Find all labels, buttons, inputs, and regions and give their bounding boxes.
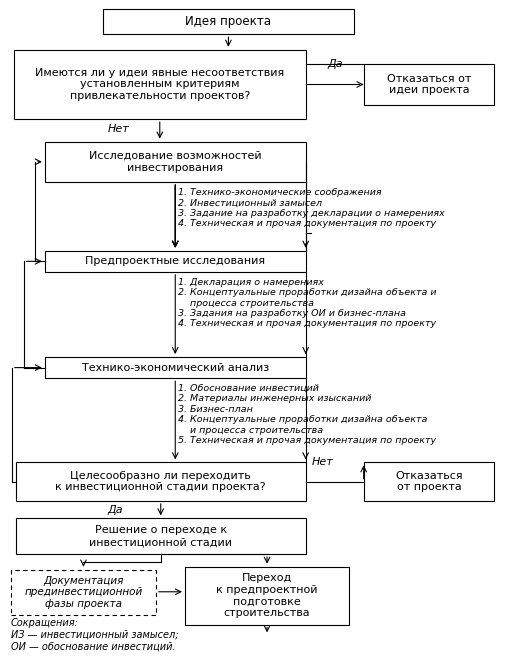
FancyBboxPatch shape <box>45 357 306 379</box>
FancyBboxPatch shape <box>14 50 306 119</box>
Text: Переход
к предпроектной
подготовке
строительства: Переход к предпроектной подготовке строи… <box>216 573 318 618</box>
FancyBboxPatch shape <box>45 251 306 272</box>
Text: Документация
прединвестиционной
фазы проекта: Документация прединвестиционной фазы про… <box>24 576 143 609</box>
FancyBboxPatch shape <box>11 569 156 615</box>
Text: Нет: Нет <box>108 124 129 134</box>
Text: Нет: Нет <box>312 457 333 468</box>
Text: 1. Обоснование инвестиций
2. Материалы инженерных изысканий
3. Бизнес-план
4. Ко: 1. Обоснование инвестиций 2. Материалы и… <box>178 384 436 445</box>
Text: Да: Да <box>327 59 342 70</box>
Text: 1. Декларация о намерениях
2. Концептуальные проработки дизайна объекта и
    пр: 1. Декларация о намерениях 2. Концептуал… <box>178 277 437 329</box>
FancyBboxPatch shape <box>45 142 306 182</box>
Text: Да: Да <box>108 505 123 515</box>
Text: 1. Технико-экономические соображения
2. Инвестиционный замысел
3. Задание на раз: 1. Технико-экономические соображения 2. … <box>178 188 445 228</box>
FancyBboxPatch shape <box>16 462 306 501</box>
Text: Решение о переходе к
инвестиционной стадии: Решение о переходе к инвестиционной стад… <box>89 525 232 547</box>
Text: Идея проекта: Идея проекта <box>185 15 271 28</box>
Text: Имеются ли у идеи явные несоответствия
установленным критериям
привлекательности: Имеются ли у идеи явные несоответствия у… <box>35 68 284 101</box>
Text: Отказаться от
идеи проекта: Отказаться от идеи проекта <box>387 73 471 95</box>
Text: Отказаться
от проекта: Отказаться от проекта <box>395 471 462 493</box>
Text: Исследование возможностей
инвестирования: Исследование возможностей инвестирования <box>89 151 262 173</box>
Text: Целесообразно ли переходить
к инвестиционной стадии проекта?: Целесообразно ли переходить к инвестицио… <box>56 471 266 493</box>
FancyBboxPatch shape <box>364 64 494 105</box>
FancyBboxPatch shape <box>185 567 349 625</box>
Text: Технико-экономический анализ: Технико-экономический анализ <box>81 363 269 373</box>
Text: Сокращения:
ИЗ — инвестиционный замысел;
ОИ — обоснование инвестиций.: Сокращения: ИЗ — инвестиционный замысел;… <box>11 618 179 651</box>
FancyBboxPatch shape <box>16 518 306 554</box>
FancyBboxPatch shape <box>364 462 494 501</box>
Text: Предпроектные исследования: Предпроектные исследования <box>85 256 265 266</box>
FancyBboxPatch shape <box>103 9 354 34</box>
